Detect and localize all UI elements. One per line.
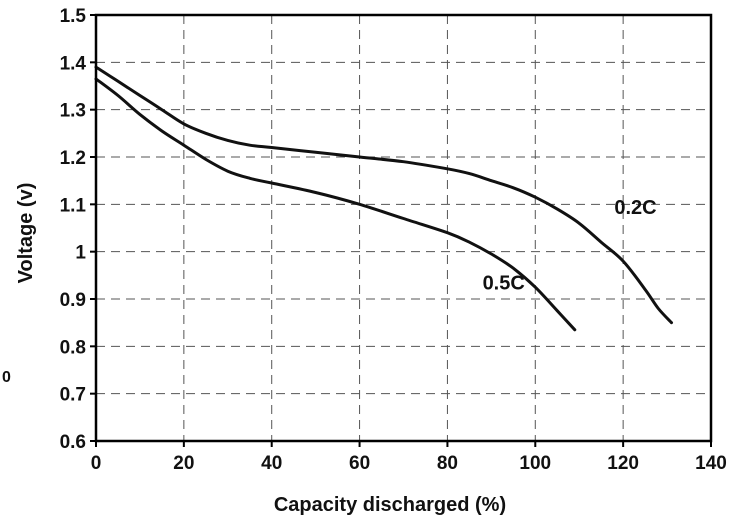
x-tick-label: 20	[173, 453, 194, 474]
x-tick-labels: 0 20 40 60 80 100 120 140	[91, 453, 727, 474]
x-tick-label: 100	[519, 453, 551, 474]
y-tick-label: 1.1	[60, 195, 87, 216]
x-axis-title: Capacity discharged (%)	[274, 494, 506, 516]
series-label-0-5c: 0.5C	[483, 273, 525, 295]
y-axis-title: Voltage (v)	[15, 183, 37, 284]
series-line-0-5c	[94, 77, 577, 332]
y-tick-labels: 0.6 0.7 0.8 0.9 1 1.1 1.2 1.3 1.4 1.5	[60, 6, 87, 453]
y-tick-label: 0.9	[60, 290, 86, 311]
plot-frame	[94, 13, 713, 443]
axis-frame	[90, 13, 713, 447]
stray-text: 0	[2, 369, 11, 386]
y-tick-label: 1	[75, 243, 86, 264]
y-tick-label: 0.8	[60, 337, 86, 358]
series-lines	[94, 65, 673, 332]
grid-lines	[96, 15, 711, 441]
y-tick-label: 1.2	[60, 148, 86, 169]
y-tick-label: 0.7	[60, 385, 86, 406]
x-tick-label: 120	[607, 453, 639, 474]
x-tick-label: 140	[695, 453, 727, 474]
series-line-0-2c	[94, 65, 673, 325]
y-tick-label: 1.4	[60, 53, 87, 74]
x-tick-label: 40	[261, 453, 282, 474]
series-label-0-2c: 0.2C	[614, 197, 656, 219]
y-tick-label: 1.5	[60, 6, 87, 27]
x-tick-label: 0	[91, 453, 102, 474]
x-tick-label: 60	[349, 453, 370, 474]
y-tick-label: 0.6	[60, 432, 86, 453]
y-tick-label: 1.3	[60, 101, 86, 122]
x-tick-label: 80	[437, 453, 458, 474]
